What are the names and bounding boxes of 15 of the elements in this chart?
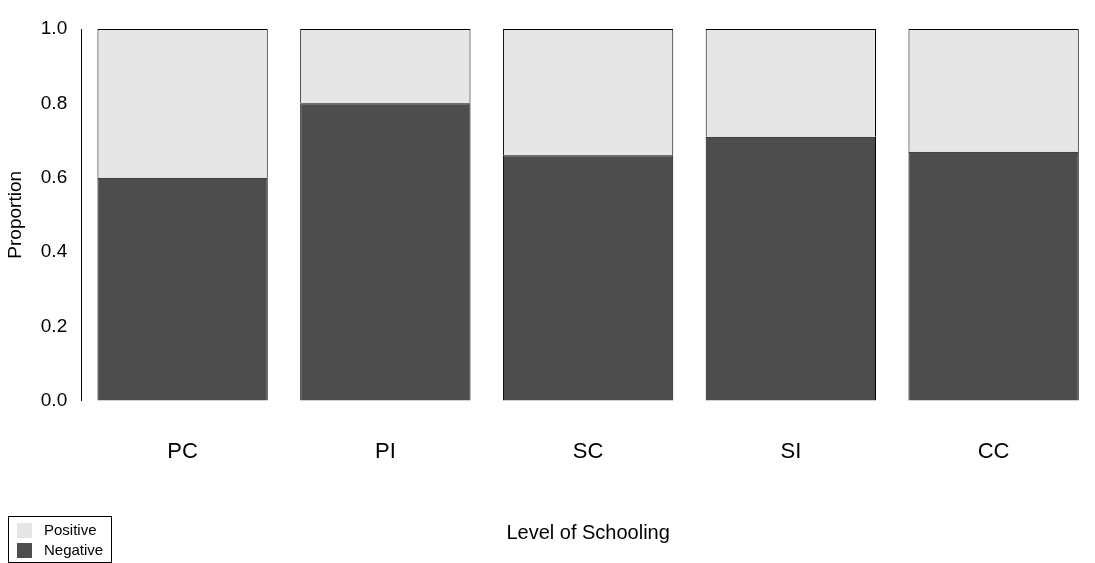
y-tick-label: 0.4 (40, 240, 68, 262)
x-tick-label: PC (167, 437, 198, 463)
y-axis-title: Proportion (3, 170, 25, 259)
x-tick-label: SC (572, 437, 604, 463)
y-tick-label: 1.0 (40, 17, 68, 39)
y-tick-label: 0.2 (40, 314, 68, 336)
x-tick-label: CC (977, 437, 1010, 463)
x-tick-label: SI (780, 437, 802, 463)
y-tick-label: 0.8 (40, 91, 68, 113)
x-tick-label: PI (374, 437, 396, 463)
legend-label: Negative (44, 540, 104, 560)
x-axis-title: Level of Schooling (506, 520, 670, 543)
y-tick-label: 0.0 (40, 388, 68, 410)
legend-label: Positive (44, 520, 97, 540)
y-tick-label: 0.6 (40, 165, 68, 187)
